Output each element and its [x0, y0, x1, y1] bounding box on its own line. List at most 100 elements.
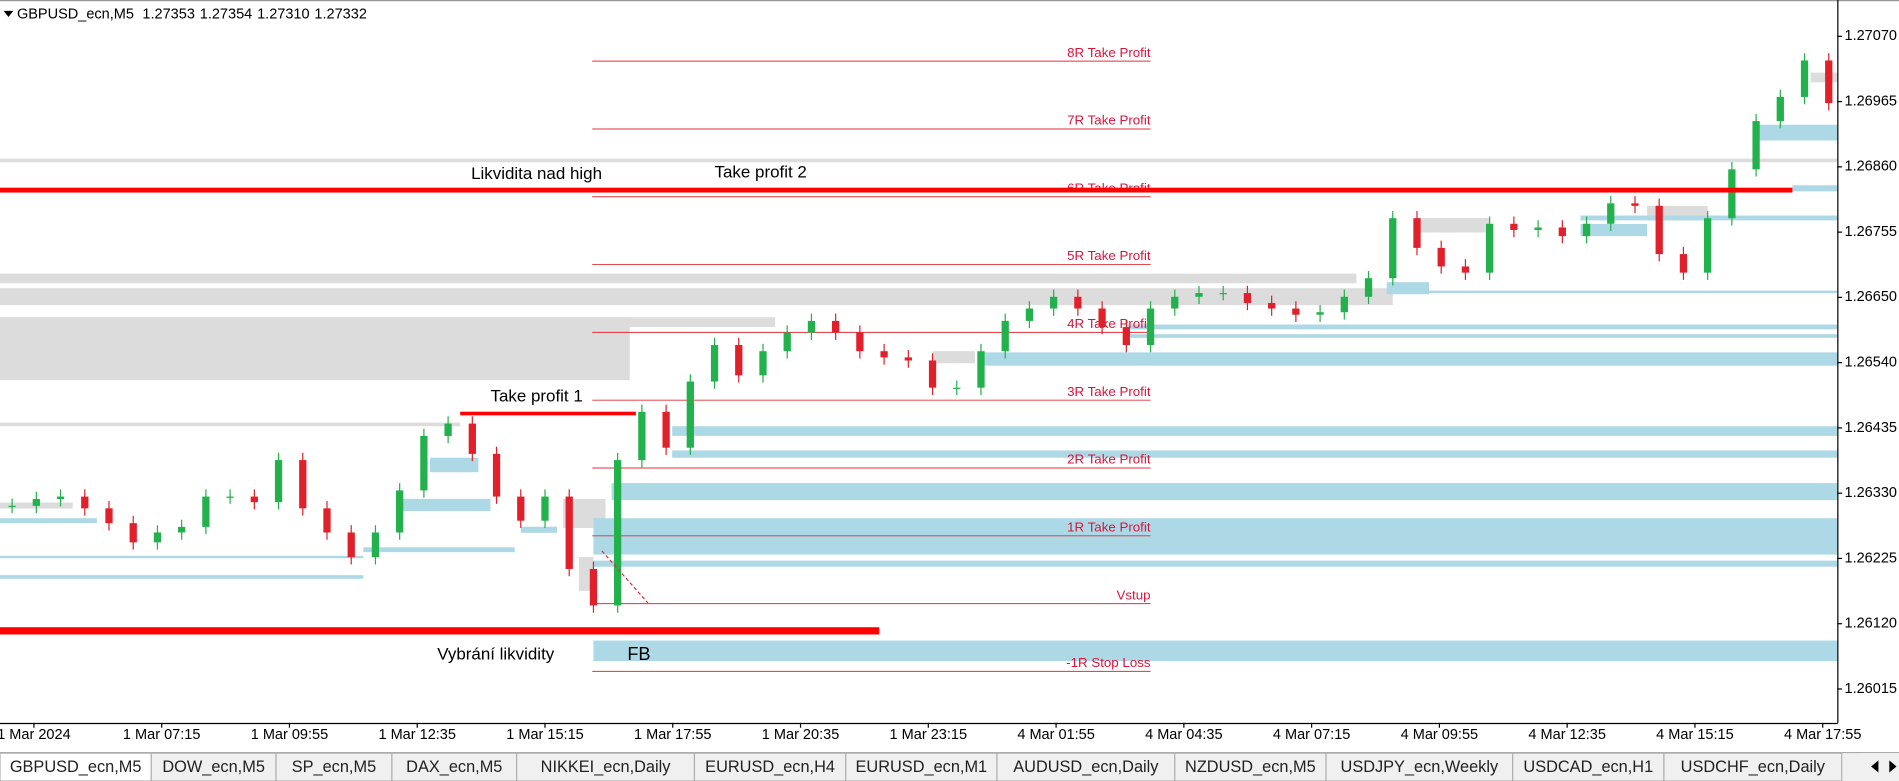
tab[interactable]	[0, 752, 152, 781]
candle-body	[638, 411, 646, 461]
scroll-right[interactable]	[1889, 760, 1897, 773]
candle-body	[371, 532, 380, 558]
tab[interactable]	[845, 752, 998, 781]
candle-body	[492, 453, 501, 497]
tab-label[interactable]: NIKKEI_ecn,Daily	[541, 758, 672, 776]
take-profit-line	[460, 411, 636, 416]
zone	[399, 498, 491, 511]
candle	[1316, 304, 1324, 322]
candle-body	[1364, 278, 1373, 297]
candle-body	[347, 532, 355, 558]
candle	[1413, 210, 1421, 256]
time-label: 4 Mar 04:35	[1145, 727, 1222, 743]
candle-body	[1510, 223, 1518, 230]
tab-label[interactable]: SP_ecn,M5	[292, 758, 376, 776]
candle	[8, 498, 16, 514]
annotation: Take profit 2	[715, 163, 807, 182]
tab-label[interactable]: AUDUSD_ecn,Daily	[1013, 758, 1159, 776]
candle-body	[420, 435, 428, 491]
tab[interactable]	[516, 752, 696, 781]
candle-body	[541, 496, 549, 521]
candle	[1292, 301, 1300, 322]
candle	[1728, 162, 1736, 226]
level-label: 2R Take Profit	[1067, 452, 1151, 467]
time-label: 1 Mar 15:15	[506, 727, 583, 743]
scroll-left[interactable]	[1871, 760, 1879, 773]
candle-body	[880, 351, 888, 358]
time-label: 4 Mar 07:15	[1273, 727, 1350, 743]
tab-label[interactable]: NZDUSD_ecn,M5	[1185, 758, 1316, 776]
annotation: Take profit 1	[490, 387, 582, 406]
candle-body	[1340, 296, 1348, 313]
candle	[565, 489, 573, 577]
tab[interactable]	[1174, 752, 1327, 781]
collapse-icon[interactable]	[3, 10, 14, 17]
candle-body	[977, 351, 985, 388]
candle-body	[1171, 296, 1179, 309]
candle	[1776, 89, 1784, 129]
candle	[1558, 220, 1566, 244]
tab[interactable]	[391, 752, 518, 781]
zone	[1756, 124, 1838, 141]
zone	[0, 518, 97, 524]
level-label: 1R Take Profit	[1067, 519, 1151, 534]
candle-body	[1534, 227, 1542, 230]
tabs: GBPUSD_ecn,M5 DOW_ecn,M5 SP_ecn,M5 DAX_ecn,…	[0, 752, 1843, 781]
candle	[1122, 319, 1130, 353]
candle	[1219, 285, 1227, 301]
candle-body	[178, 526, 186, 533]
price-label: 1.26015	[1845, 681, 1897, 697]
tab-label[interactable]: USDCHF_ecn,Daily	[1681, 758, 1826, 776]
price-label: 1.27070	[1845, 28, 1897, 44]
tab-label[interactable]: EURUSD_ecn,M1	[856, 758, 988, 776]
candle-body	[1558, 227, 1566, 237]
tab[interactable]	[996, 752, 1176, 781]
candle-body	[1025, 308, 1034, 321]
price-label: 1.26330	[1845, 485, 1897, 501]
symbol-header: GBPUSD_ecn,M5 1.27353 1.27354 1.27310 1.2733…	[17, 6, 367, 22]
time-label: 4 Mar 09:55	[1401, 727, 1478, 743]
tab[interactable]	[275, 752, 393, 781]
tab-label[interactable]: DAX_ecn,M5	[406, 758, 502, 776]
tab[interactable]	[150, 752, 277, 781]
candle	[153, 525, 162, 550]
candle	[274, 452, 283, 510]
candle	[1098, 301, 1106, 335]
tab[interactable]	[1325, 752, 1514, 781]
candle	[1486, 216, 1494, 280]
candle-body	[1243, 293, 1252, 303]
tab-label[interactable]: EURUSD_ecn,H4	[705, 758, 835, 776]
zone	[1416, 217, 1490, 233]
candle-body	[1146, 308, 1155, 346]
candle-body	[565, 496, 573, 569]
candle-body	[1679, 254, 1688, 273]
candle-body	[1704, 218, 1712, 273]
tab-label[interactable]: GBPUSD_ecn,M5	[10, 758, 142, 776]
candle	[32, 491, 40, 514]
candle	[1389, 210, 1397, 286]
candle-body	[1268, 302, 1276, 309]
tab-label[interactable]: DOW_ecn,M5	[162, 758, 265, 776]
candle-body	[1582, 223, 1591, 237]
candle	[1025, 301, 1034, 329]
zones	[0, 72, 1838, 662]
candle	[541, 489, 549, 528]
tab-label[interactable]: USDCAD_ecn,H1	[1523, 758, 1653, 776]
tab[interactable]	[1663, 752, 1843, 781]
zone	[0, 158, 1838, 163]
annotation: Likvidita nad high	[471, 164, 602, 183]
zone	[0, 317, 630, 381]
candle	[1825, 53, 1833, 111]
candle	[662, 404, 670, 455]
zone	[363, 547, 515, 553]
candle-body	[444, 423, 452, 436]
candle	[1704, 210, 1712, 280]
zone	[1792, 185, 1838, 192]
price-label: 1.26650	[1845, 289, 1897, 305]
tab-label[interactable]: USDJPY_ecn,Weekly	[1341, 758, 1499, 776]
candles	[8, 53, 1833, 613]
candle-body	[153, 532, 162, 543]
candle-body	[1752, 121, 1760, 170]
candle-body	[56, 496, 65, 500]
candle-body	[783, 332, 791, 352]
